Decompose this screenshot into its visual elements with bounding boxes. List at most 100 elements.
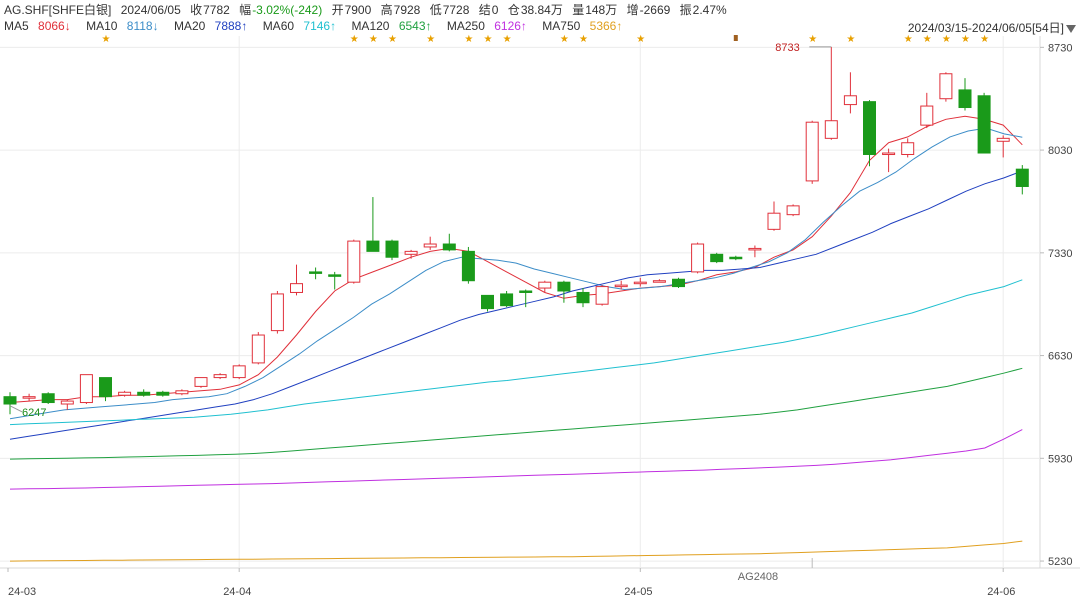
oi-value: 38.84万 — [520, 3, 563, 17]
ma5-legend[interactable]: MA5 8066↓ — [4, 19, 71, 33]
open-label: 开 — [331, 3, 344, 17]
date-range-selector[interactable]: 2024/03/15-2024/06/05[54日] — [908, 19, 1076, 36]
high-value: 7928 — [393, 3, 421, 17]
candle-down — [41, 393, 55, 404]
candle-up — [767, 212, 781, 230]
ma-line-ma60 — [9, 279, 1023, 426]
event-star-icon: ★ — [961, 34, 970, 45]
event-star-icon: ★ — [464, 34, 473, 45]
candle-up — [118, 391, 132, 396]
close-label: 收 — [190, 3, 203, 17]
candle-down — [156, 391, 170, 396]
candle-down — [500, 293, 514, 307]
candle-up — [538, 281, 552, 289]
low-annotation-line — [9, 405, 23, 413]
y-tick-label: 5930 — [1048, 453, 1072, 465]
candle-up — [270, 293, 284, 332]
ma-line-ma5 — [9, 115, 1023, 403]
settle-label: 结 — [478, 3, 491, 17]
event-flag-icon — [733, 35, 738, 41]
ma20-legend[interactable]: MA20 7888↑ — [173, 19, 248, 33]
candle-down — [1015, 168, 1029, 187]
candle-up — [213, 374, 227, 379]
candle-up — [633, 281, 647, 285]
candle-up — [194, 377, 208, 387]
candle-down — [99, 377, 112, 398]
candle-up — [595, 286, 609, 305]
event-star-icon: ★ — [426, 34, 435, 45]
dropdown-triangle-icon — [1066, 24, 1076, 33]
candle-down — [729, 256, 743, 260]
candle-down — [385, 240, 399, 258]
y-tick-label: 5230 — [1048, 556, 1072, 568]
open-value: 7900 — [344, 3, 372, 17]
candle-up — [939, 73, 953, 100]
event-star-icon: ★ — [846, 34, 855, 45]
candle-down — [328, 274, 342, 277]
event-star-icon: ★ — [102, 34, 111, 45]
candle-up — [22, 396, 36, 399]
candle-down — [442, 243, 456, 251]
ma60-legend[interactable]: MA60 7146↑ — [262, 19, 337, 33]
ma-line-ma750 — [9, 540, 1023, 562]
amp-label: 振 — [679, 3, 692, 17]
x-tick-label: 24-06 — [987, 586, 1015, 598]
candle-down — [137, 391, 151, 396]
candle-up — [79, 374, 93, 404]
candle-down — [710, 253, 724, 263]
candle-down — [3, 396, 17, 405]
low-annotation-label: 6247 — [22, 407, 46, 419]
y-tick-label: 7330 — [1048, 248, 1072, 260]
event-star-icon: ★ — [579, 34, 588, 45]
oi-label: 仓 — [507, 3, 520, 17]
event-star-icon: ★ — [923, 34, 932, 45]
candle-down — [863, 101, 876, 155]
candle-up — [786, 205, 800, 216]
quote-date: 2024/06/05 — [120, 3, 181, 17]
change-value: -3.02%(-242) — [252, 3, 323, 17]
volume-value: 148万 — [585, 3, 618, 17]
candle-up — [614, 284, 628, 288]
candle-up — [404, 250, 418, 255]
event-star-icon: ★ — [808, 34, 817, 45]
candle-down — [309, 271, 323, 274]
candle-down — [366, 240, 380, 252]
candle-down — [977, 95, 991, 154]
y-tick-label: 8030 — [1048, 145, 1072, 157]
low-label: 低 — [429, 3, 442, 17]
date-range-text: 2024/03/15-2024/06/05[54日] — [907, 21, 1064, 35]
event-star-icon: ★ — [503, 34, 512, 45]
ma250-legend[interactable]: MA250 6126↑ — [446, 19, 527, 33]
candle-up — [920, 105, 934, 126]
ma750-legend[interactable]: MA750 5366↑ — [542, 19, 623, 33]
candle-up — [232, 365, 246, 379]
ma120-legend[interactable]: MA120 6543↑ — [351, 19, 432, 33]
candle-down — [958, 89, 972, 109]
candle-up — [996, 137, 1010, 142]
ma-line-ma10 — [9, 127, 1023, 420]
candle-up — [901, 142, 915, 155]
event-star-icon: ★ — [560, 34, 569, 45]
settle-value: 0 — [491, 3, 499, 17]
candle-up — [652, 280, 666, 283]
candle-up — [882, 152, 896, 156]
candle-down — [461, 250, 475, 282]
high-label: 高 — [380, 3, 393, 17]
candle-up — [251, 334, 265, 364]
x-tick-label: 24-03 — [8, 586, 36, 598]
incr-value: -2669 — [639, 3, 671, 17]
candle-up — [175, 390, 189, 395]
low-value: 7728 — [442, 3, 470, 17]
candle-up — [691, 243, 705, 273]
symbol-name[interactable]: AG.SHF[SHFE白银] — [4, 3, 112, 17]
ma-line-ma250 — [9, 429, 1023, 490]
ma10-legend[interactable]: MA10 8118↓ — [86, 19, 159, 33]
ma-line-ma120 — [9, 367, 1023, 460]
change-label: 幅 — [239, 3, 252, 17]
candle-down — [481, 294, 494, 310]
event-star-icon: ★ — [904, 34, 913, 45]
amp-value: 2.47% — [692, 3, 727, 17]
candle-up — [60, 400, 74, 405]
candle-up — [824, 120, 838, 139]
